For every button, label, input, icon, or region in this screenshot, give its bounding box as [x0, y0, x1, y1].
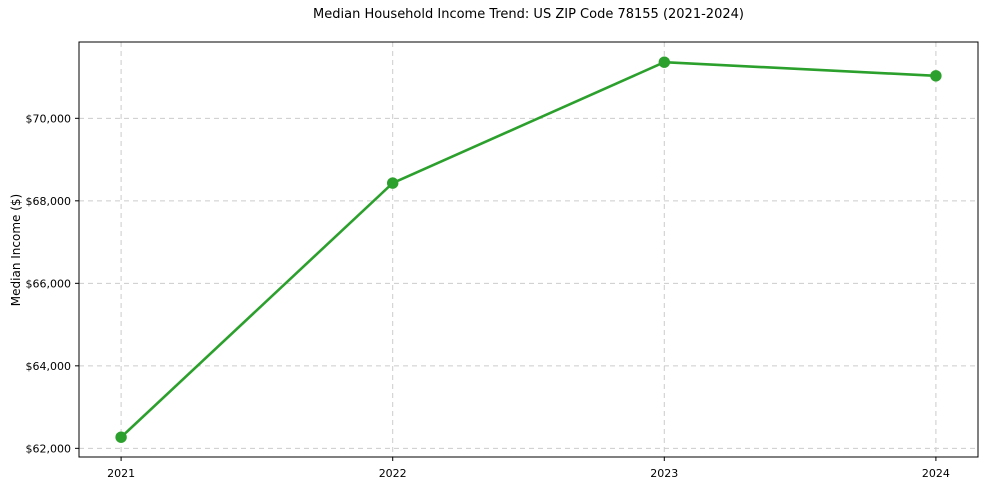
- data-point-2022: [386, 177, 399, 189]
- x-tick-label: 2024: [922, 467, 950, 480]
- y-tick-label: $68,000: [26, 195, 72, 208]
- data-point-2023: [658, 56, 671, 68]
- x-tick-label: 2021: [107, 467, 135, 480]
- y-tick-label: $70,000: [26, 112, 72, 125]
- plot-frame: [78, 41, 979, 458]
- income-trend-line: [119, 60, 938, 439]
- y-tick-label: $64,000: [26, 360, 72, 373]
- y-tick-label: $66,000: [26, 277, 72, 290]
- x-tick-label: 2023: [650, 467, 678, 480]
- x-tick-label: 2022: [379, 467, 407, 480]
- data-point-2024: [930, 70, 942, 82]
- data-point-2021: [115, 431, 127, 443]
- chart-title: Median Household Income Trend: US ZIP Co…: [313, 7, 744, 22]
- y-tick-label: $62,000: [26, 442, 72, 455]
